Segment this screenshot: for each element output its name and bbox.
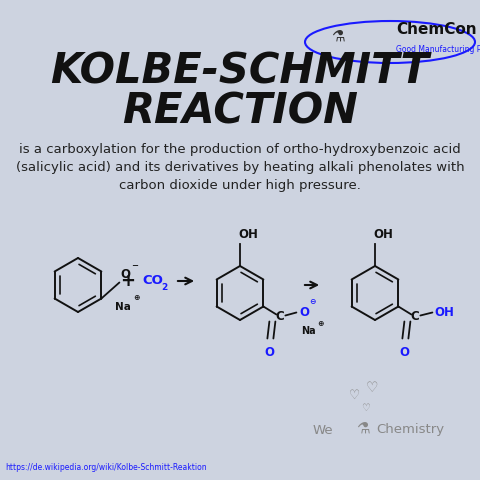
Text: ⊕: ⊕: [133, 292, 140, 301]
Text: Na: Na: [301, 326, 316, 336]
Text: O: O: [399, 347, 409, 360]
Text: ⊕: ⊕: [317, 319, 324, 327]
Text: We: We: [312, 423, 333, 436]
Text: ♡: ♡: [349, 388, 360, 401]
Text: ♡: ♡: [360, 403, 370, 413]
Text: ChemCon: ChemCon: [396, 23, 477, 37]
Text: OH: OH: [373, 228, 393, 241]
Text: REACTION: REACTION: [122, 91, 358, 133]
Text: C: C: [410, 310, 419, 323]
Text: Na: Na: [115, 302, 131, 312]
Text: O: O: [300, 306, 310, 319]
Text: is a carboxylation for the production of ortho-hydroxybenzoic acid
(salicylic ac: is a carboxylation for the production of…: [16, 144, 464, 192]
Text: O: O: [120, 268, 131, 281]
Text: Chemistry: Chemistry: [376, 423, 444, 436]
Text: ♡: ♡: [366, 381, 378, 395]
Text: KOLBE-SCHMITT: KOLBE-SCHMITT: [50, 51, 430, 93]
Text: −: −: [132, 262, 138, 271]
Text: O: O: [264, 347, 275, 360]
Text: CO: CO: [142, 274, 163, 287]
Text: https://de.wikipedia.org/wiki/Kolbe-Schmitt-Reaktion: https://de.wikipedia.org/wiki/Kolbe-Schm…: [5, 463, 206, 472]
Text: 2: 2: [161, 283, 167, 291]
Text: ⊖: ⊖: [310, 297, 316, 306]
Text: +: +: [120, 272, 135, 290]
Text: ⚗: ⚗: [356, 420, 370, 435]
Text: OH: OH: [434, 306, 454, 319]
Text: Good Manufacturing Partner: Good Manufacturing Partner: [396, 46, 480, 55]
Text: OH: OH: [238, 228, 258, 241]
Text: ⚗: ⚗: [331, 28, 345, 44]
Text: C: C: [275, 310, 284, 323]
